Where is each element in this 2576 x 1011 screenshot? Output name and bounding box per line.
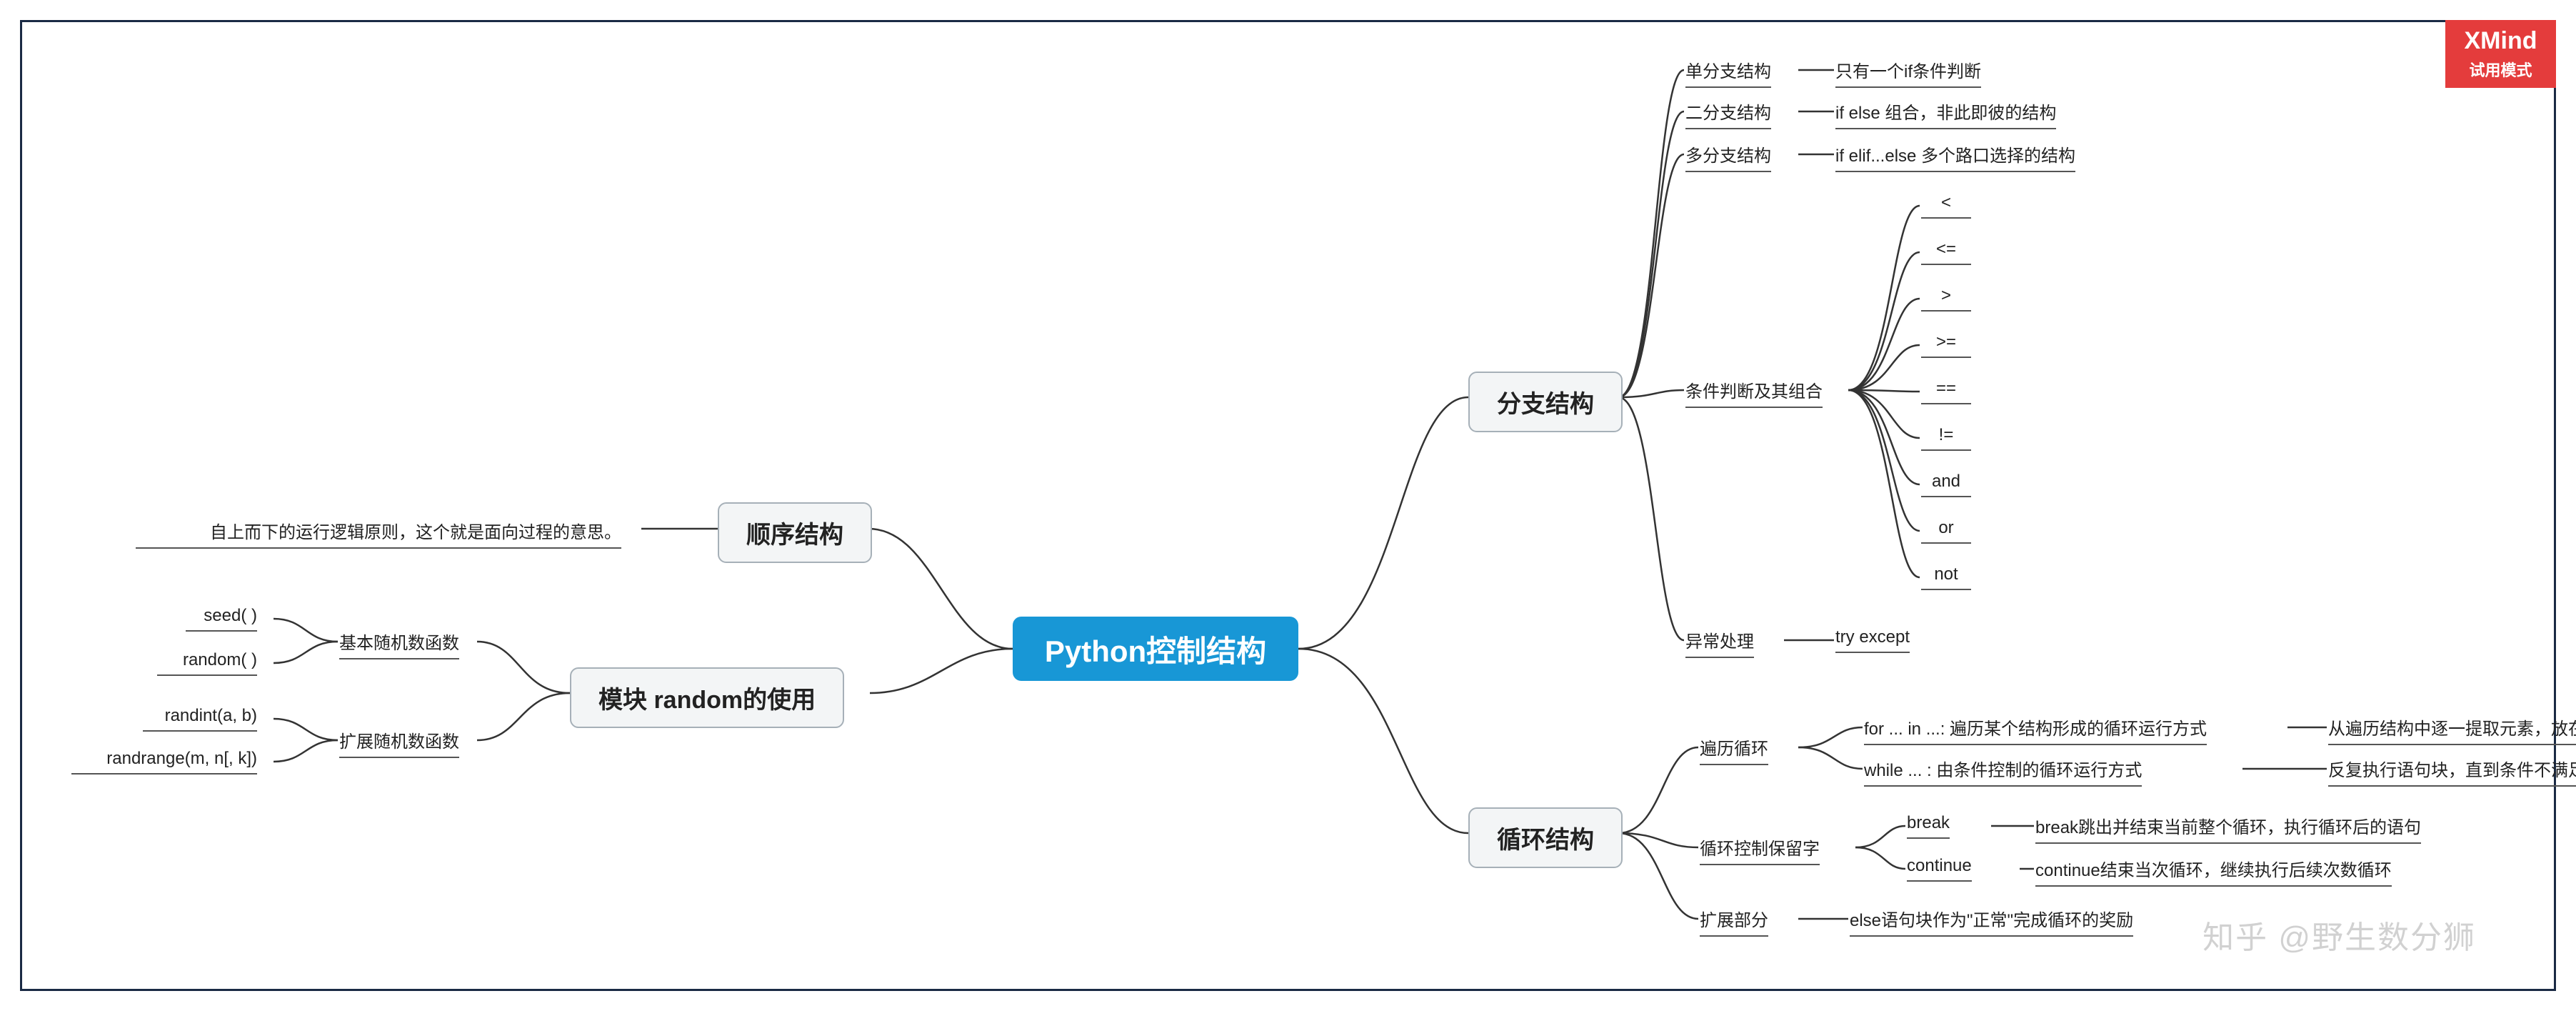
loop-continue-k: continue [1907, 856, 1972, 882]
loop-break-k: break [1907, 813, 1950, 839]
branch-except-name: 异常处理 [1685, 627, 1754, 658]
branch-sequence[interactable]: 顺序结构 [718, 502, 872, 563]
rand-seed: seed( ) [186, 606, 257, 632]
sequence-desc: 自上而下的运行逻辑原则，这个就是面向过程的意思。 [136, 518, 621, 549]
branch-single-name: 单分支结构 [1685, 57, 1771, 88]
branch-multi-desc: if elif...else 多个路口选择的结构 [1835, 141, 2075, 172]
loop-for-v: 从遍历结构中逐一提取元素，放在循环变量中 [2328, 714, 2576, 745]
loop-traverse-name: 遍历循环 [1700, 734, 1768, 765]
branch-except-desc: try except [1835, 627, 1910, 653]
rand-randint: randint(a, b) [143, 706, 257, 732]
rand-group-basic: 基本随机数函数 [339, 629, 459, 659]
loop-while-v: 反复执行语句块，直到条件不满足时结束 [2328, 756, 2576, 787]
branch-cond-name: 条件判断及其组合 [1685, 377, 1823, 408]
op-gt: > [1921, 286, 1971, 312]
op-not: not [1921, 564, 1971, 590]
diagram-frame [20, 20, 2556, 991]
loop-ctrl-name: 循环控制保留字 [1700, 835, 1820, 865]
branch-multi-name: 多分支结构 [1685, 141, 1771, 172]
op-ne: != [1921, 425, 1971, 451]
op-and: and [1921, 472, 1971, 497]
xmind-trial-badge: XMind 试用模式 [2445, 20, 2556, 88]
loop-ext-name: 扩展部分 [1700, 906, 1768, 937]
badge-title: XMind [2465, 27, 2537, 55]
loop-break-v: break跳出并结束当前整个循环，执行循环后的语句 [2035, 813, 2421, 844]
rand-randrange: randrange(m, n[, k]) [71, 749, 257, 775]
op-ge: >= [1921, 332, 1971, 358]
rand-random: random( ) [157, 650, 257, 676]
root-node[interactable]: Python控制结构 [1013, 617, 1298, 681]
branch-branching[interactable]: 分支结构 [1468, 372, 1623, 432]
loop-continue-v: continue结束当次循环，继续执行后续次数循环 [2035, 856, 2392, 887]
loop-for-k: for ... in ...: 遍历某个结构形成的循环运行方式 [1864, 714, 2207, 745]
branch-random-module[interactable]: 模块 random的使用 [570, 667, 844, 728]
op-eq: == [1921, 379, 1971, 404]
loop-while-k: while ... : 由条件控制的循环运行方式 [1864, 756, 2142, 787]
branch-double-name: 二分支结构 [1685, 99, 1771, 129]
rand-group-ext: 扩展随机数函数 [339, 727, 459, 758]
branch-loop[interactable]: 循环结构 [1468, 807, 1623, 868]
op-or: or [1921, 518, 1971, 544]
branch-double-desc: if else 组合，非此即彼的结构 [1835, 99, 2056, 129]
badge-subtitle: 试用模式 [2469, 58, 2532, 81]
loop-ext-desc: else语句块作为"正常"完成循环的奖励 [1850, 906, 2133, 937]
watermark-text: 知乎 @野生数分狮 [2202, 912, 2476, 957]
branch-single-desc: 只有一个if条件判断 [1835, 57, 1981, 88]
op-le: <= [1921, 239, 1971, 265]
op-lt: < [1921, 193, 1971, 219]
